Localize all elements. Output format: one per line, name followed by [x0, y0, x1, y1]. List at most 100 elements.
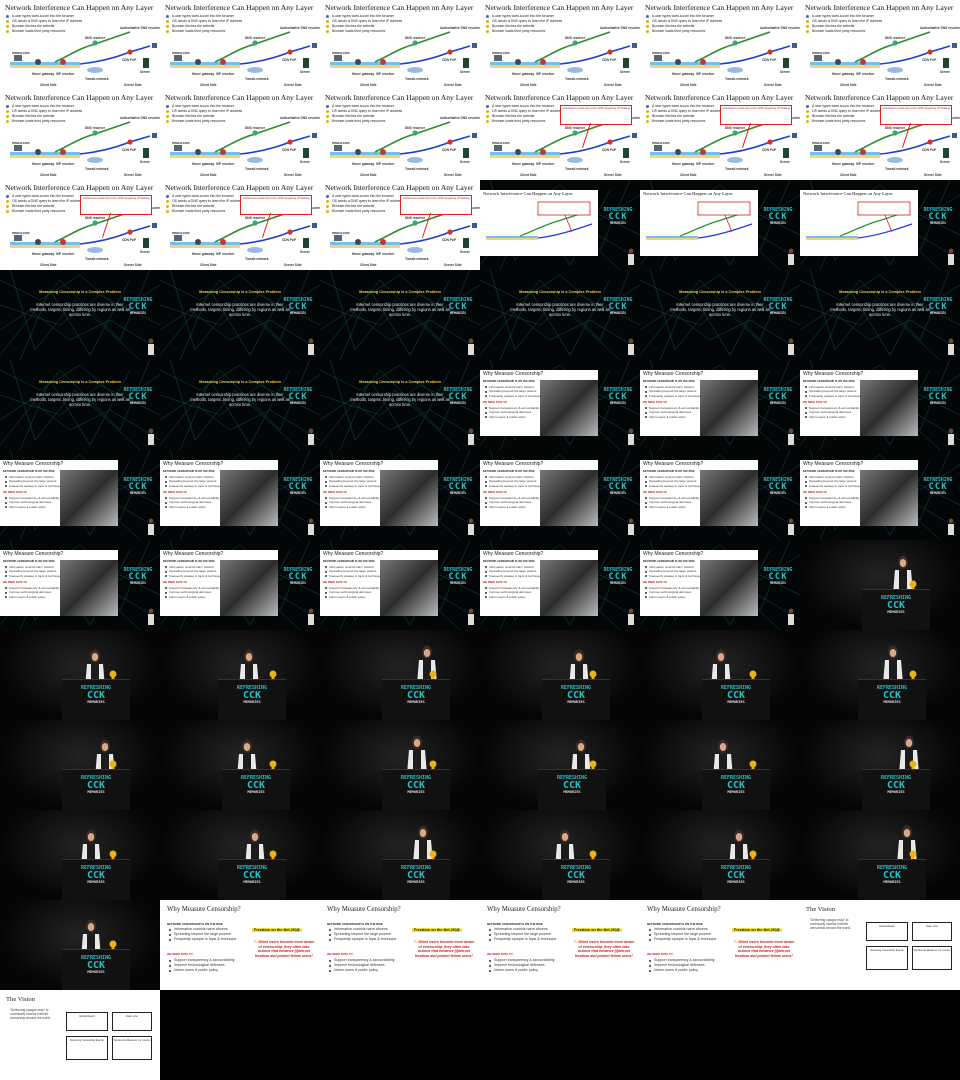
- slide-title: Why Measure Censorship?: [167, 906, 241, 913]
- slide-title: Measuring Censorship Is a Complex Proble…: [39, 290, 121, 294]
- bullet-item: Browser fetches the website: [646, 24, 722, 29]
- server-icon: [623, 58, 629, 68]
- bullet-item: Frequently opaque in topic & technique: [645, 394, 701, 398]
- stage-frame: REFRESHING CCK MEMORIES: [480, 630, 640, 720]
- interference-callout: Interference could occur here: DNS tampe…: [80, 195, 152, 215]
- brand-logo: REFRESHING CCK MEMORIES: [282, 478, 314, 496]
- client-url-label: www.a.com: [332, 141, 350, 145]
- bullet-list: Support transparency & accountability Im…: [645, 406, 700, 419]
- vision-quote: “Delivering opaque map” to continually m…: [810, 918, 851, 930]
- bullet-item: Support transparency & accountability: [165, 586, 220, 590]
- brand-logo: REFRESHING CCK MEMORIES: [122, 478, 154, 496]
- brand-logo: REFRESHING CCK MEMORIES: [922, 208, 954, 226]
- stage-frame: REFRESHING CCK MEMORIES: [800, 720, 960, 810]
- stage-frame: REFRESHING CCK MEMORIES: [320, 810, 480, 900]
- slide-bullet-list: A user types www.a.com into the browser …: [166, 194, 242, 214]
- podium: REFRESHING CCK MEMORIES: [702, 679, 770, 720]
- interference-text: Interference could occur here: DNS tampe…: [723, 107, 791, 110]
- slide-title: Why Measure Censorship?: [647, 906, 721, 913]
- network-web-background: [160, 270, 320, 360]
- server-label: Server: [460, 250, 470, 254]
- bullet-item: Frequently opaque in topic & technique: [649, 937, 716, 942]
- client-side-label: Client Side: [40, 83, 57, 87]
- brand-logo: REFRESHING CCK MEMORIES: [282, 388, 314, 406]
- podium: REFRESHING CCK MEMORIES: [862, 769, 930, 810]
- brand-line-1: REFRESHING: [763, 568, 793, 573]
- network-diagram: [490, 31, 637, 73]
- transit-cloud-icon: [727, 157, 743, 163]
- cdn-icon: [287, 49, 293, 55]
- bullet-item: Improve technological defenses: [329, 963, 395, 968]
- bullet-item: Browser fetches the website: [166, 114, 242, 119]
- section-heading: WE NEED DATA TO: [323, 491, 347, 494]
- brand-line-3: MEMORIES: [609, 491, 627, 496]
- brand-line-3: MEMORIES: [129, 491, 147, 496]
- bullet-item: Browser fetches the website: [806, 24, 882, 29]
- network-diagram: [10, 31, 157, 73]
- facebook-icon: [312, 43, 317, 48]
- bullet-item: Inform users & public policy: [485, 595, 540, 599]
- brand-line-1: REFRESHING: [283, 478, 313, 483]
- section-heading: NETWORK CENSORSHIP IS ON THE RISE: [643, 470, 695, 473]
- bullet-item: Improve technological defenses: [485, 410, 540, 414]
- cdn-icon: [287, 139, 293, 145]
- talk-frame: REFRESHING CCK MEMORIES Why Measure Cens…: [320, 450, 480, 540]
- bullet-item: Browser loads third party resources: [326, 119, 402, 124]
- protest-photo: [540, 560, 598, 616]
- podium-logo: REFRESHING CCK MEMORIES: [62, 866, 130, 885]
- interference-callout: Interference could occur here: DNS tampe…: [560, 105, 632, 125]
- vision-box: Top Events Measure: by country: [112, 1036, 152, 1060]
- section-heading: WE NEED DATA TO: [643, 581, 667, 584]
- brand-line-3: MEMORIES: [449, 581, 467, 586]
- brand-line-2: CCK: [128, 482, 148, 493]
- interference-text: Interference could occur here: DNS tampe…: [563, 107, 631, 110]
- brand-line-1: REFRESHING: [923, 298, 953, 303]
- brand-line-3: MEMORIES: [289, 581, 307, 586]
- dns-resolver-icon: [892, 130, 898, 136]
- slide-title: Why Measure Censorship?: [3, 461, 64, 467]
- bullet-item: Improve technological defenses: [489, 963, 555, 968]
- dns-resolver-label: DNS resolver: [245, 126, 266, 130]
- interference-callout: Interference could occur here: DNS tampe…: [240, 195, 312, 215]
- speaker-thumbnail: [948, 428, 954, 445]
- bullet-item: Information controls harm citizens: [489, 927, 556, 932]
- server-label: Server: [300, 70, 310, 74]
- bullet-item: Browser loads third party resources: [166, 209, 242, 214]
- bullet-item: Frequently opaque in topic & technique: [805, 484, 861, 488]
- client-link-band: [810, 155, 880, 158]
- http-path: [559, 135, 631, 155]
- brand-line-3: MEMORIES: [87, 790, 105, 794]
- bullet-list: Support transparency & accountability Im…: [325, 586, 380, 599]
- dns-resolver-icon: [92, 220, 98, 226]
- http-path: [879, 135, 951, 155]
- talk-frame: REFRESHING CCK MEMORIES Why Measure Cens…: [640, 540, 800, 630]
- brand-line-2: CCK: [288, 392, 308, 403]
- bullet-item: Support transparency & accountability: [649, 958, 715, 963]
- brand-line-1: REFRESHING: [283, 298, 313, 303]
- brand-line-1: REFRESHING: [80, 955, 112, 961]
- isp-label: ISP resolver: [696, 162, 715, 166]
- transit-label: Transit network: [565, 167, 589, 171]
- bullet-item: Support transparency & accountability: [325, 496, 380, 500]
- laptop-icon: [334, 55, 342, 61]
- brand-line-2: CCK: [86, 870, 106, 881]
- bullet-list: Support transparency & accountability Im…: [645, 586, 700, 599]
- podium-logo: REFRESHING CCK MEMORIES: [218, 686, 286, 705]
- client-url-label: www.a.com: [332, 51, 350, 55]
- vision-box-label: Global Reach: [79, 1015, 95, 1018]
- inset-why-slide: Why Measure Censorship? NETWORK CENSORSH…: [480, 460, 598, 526]
- brand-logo: REFRESHING CCK MEMORIES: [602, 478, 634, 496]
- dns-resolver-icon: [252, 40, 258, 46]
- client-side-label: Client Side: [680, 173, 697, 177]
- bullet-item: Inform users & public policy: [325, 595, 380, 599]
- transit-cloud-icon: [87, 157, 103, 163]
- dns-resolver-label: DNS resolver: [565, 36, 586, 40]
- network-diagram-mini: [806, 201, 913, 240]
- brand-line-2: CCK: [128, 392, 148, 403]
- podium: REFRESHING CCK MEMORIES: [538, 769, 606, 810]
- home-gateway-icon: [675, 149, 681, 155]
- talk-frame: REFRESHING CCK MEMORIES Why Measure Cens…: [480, 360, 640, 450]
- network-diagram: [170, 31, 317, 73]
- transit-cloud-icon: [727, 67, 743, 73]
- podium: REFRESHING CCK MEMORIES: [542, 679, 610, 720]
